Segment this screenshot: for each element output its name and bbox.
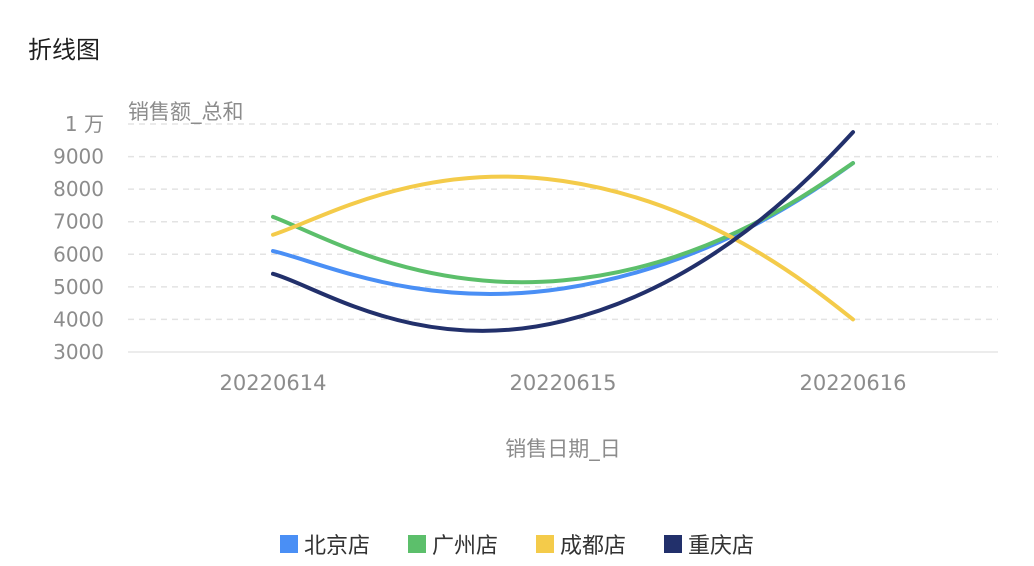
legend-swatch <box>279 535 298 553</box>
legend-label: 成都店 <box>560 534 627 559</box>
y-tick-label: 1 万 <box>65 112 104 136</box>
legend-item[interactable]: 广州店 <box>407 528 498 560</box>
x-tick-label: 20220615 <box>510 371 617 395</box>
legend-label: 广州店 <box>431 534 498 559</box>
legend-swatch <box>664 535 683 553</box>
y-tick-labels: 3000 4000 5000 6000 7000 8000 9000 1 万 <box>53 112 104 364</box>
legend-swatch <box>407 535 426 553</box>
series-line <box>271 130 855 333</box>
y-tick-label: 3000 <box>53 340 104 364</box>
x-tick-label: 20220614 <box>220 371 327 395</box>
series-lines <box>271 130 855 333</box>
y-tick-label: 4000 <box>53 307 104 331</box>
legend-item[interactable]: 北京店 <box>279 528 370 560</box>
legend-swatch <box>536 535 554 553</box>
legend-item[interactable]: 成都店 <box>536 528 626 560</box>
legend-item[interactable]: 重庆店 <box>664 528 754 560</box>
legend-label: 重庆店 <box>688 534 755 559</box>
y-tick-label: 9000 <box>53 145 104 169</box>
y-tick-label: 8000 <box>53 177 104 201</box>
y-tick-label: 5000 <box>53 275 104 299</box>
legend: 北京店 广州店 成都店 重庆店 <box>0 528 1034 560</box>
y-tick-label: 7000 <box>53 210 104 234</box>
series-line <box>271 161 855 285</box>
y-axis-title: 销售额_总和 <box>128 100 244 125</box>
legend-label: 北京店 <box>303 534 370 559</box>
line-chart: 3000 4000 5000 6000 7000 8000 9000 1 万 20220614… <box>53 100 998 462</box>
x-tick-labels: 20220614 20220615 20220616 <box>220 371 907 395</box>
x-axis-title: 销售日期_日 <box>505 437 621 462</box>
chart-title: 折线图 <box>28 36 100 64</box>
x-tick-label: 20220616 <box>800 371 907 395</box>
y-tick-label: 6000 <box>53 242 104 266</box>
series-line <box>271 174 855 322</box>
